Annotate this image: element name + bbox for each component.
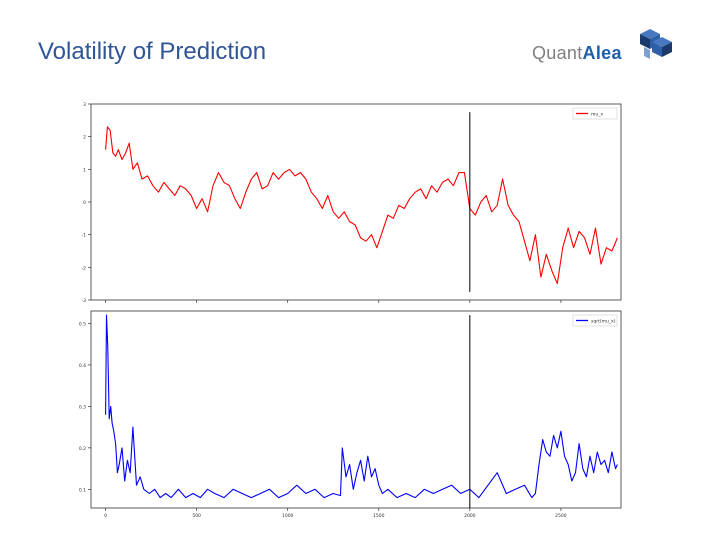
- x-tick-label: 1500: [373, 513, 385, 519]
- x-tick-label: 500: [192, 513, 201, 519]
- y-tick-label: 0.2: [79, 446, 86, 452]
- chart-panel-1: 3 2 1 0 -1 -2 -3 mu_x: [82, 102, 622, 304]
- series-line-mu-x: [105, 126, 618, 285]
- y-tick-label: -1: [82, 233, 87, 239]
- logo-text-plain: Quant: [532, 43, 583, 63]
- y-tick-label: -2: [82, 265, 87, 271]
- plot-frame: [90, 103, 622, 301]
- x-tick-label: 2500: [555, 513, 567, 519]
- y-tick-label: 0: [83, 200, 86, 206]
- legend-label: sqrt(mu_x): [591, 318, 616, 324]
- y-tick-label: 0.1: [79, 487, 86, 493]
- logo-text-accent: Alea: [582, 43, 622, 63]
- series-line-sqrt-mu-x-: [105, 314, 618, 499]
- legend-box: [572, 314, 618, 327]
- y-tick-label: -3: [82, 298, 87, 304]
- quantalea-logo: QuantAlea: [532, 27, 682, 75]
- y-tick-label: 1: [83, 167, 86, 173]
- legend-label: mu_x: [591, 112, 603, 117]
- logo-wordmark: QuantAlea: [532, 43, 622, 64]
- y-tick-label: 3: [83, 102, 86, 108]
- x-tick-label: 2000: [464, 513, 476, 519]
- chart-panel-2: 0.5 0.4 0.3 0.2 0.1 0 500 1000 1500 2000 2500 sqrt(…: [79, 310, 622, 519]
- y-tick-label: 2: [83, 135, 86, 141]
- cube-stack-icon: [640, 29, 672, 59]
- y-tick-label: 0.3: [79, 404, 86, 410]
- y-tick-label: 0.4: [79, 363, 86, 369]
- y-tick-label: 0.5: [79, 321, 86, 327]
- x-tick-label: 0: [104, 513, 107, 519]
- legend-box: [572, 107, 618, 120]
- slide-title: Volatility of Prediction: [38, 38, 267, 65]
- x-tick-label: 1000: [282, 513, 294, 519]
